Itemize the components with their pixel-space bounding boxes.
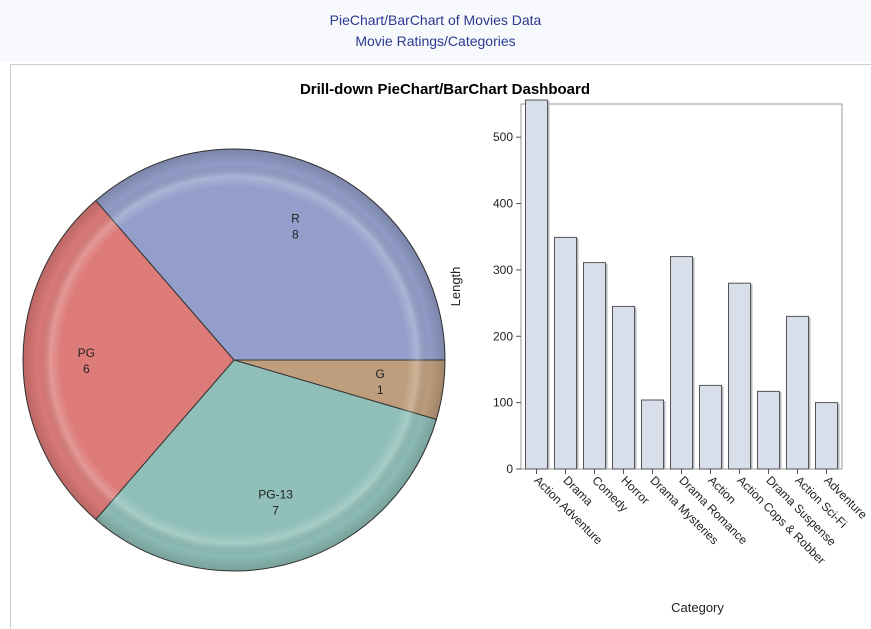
y-tick-label: 100 bbox=[493, 396, 513, 410]
report-subtitle: Movie Ratings/Categories bbox=[355, 33, 516, 49]
bar-adventure[interactable] bbox=[815, 402, 838, 470]
bar-drama[interactable] bbox=[554, 236, 577, 470]
report-header: PieChart/BarChart of Movies Data Movie R… bbox=[0, 0, 871, 62]
x-axis-label: Category bbox=[671, 600, 724, 615]
y-tick-label: 500 bbox=[493, 130, 513, 144]
pie-label-pg: PG bbox=[78, 346, 95, 360]
bar-horror[interactable] bbox=[612, 305, 635, 470]
pie-label-g: G bbox=[376, 367, 385, 381]
pie-value-g: 1 bbox=[377, 383, 384, 397]
bar-drama-suspense[interactable] bbox=[757, 390, 780, 470]
y-tick-label: 0 bbox=[506, 462, 513, 476]
bar-drama-romance[interactable] bbox=[670, 256, 693, 470]
pie-value-pg: 6 bbox=[83, 362, 90, 376]
bar-comedy[interactable] bbox=[583, 262, 606, 470]
report-title: PieChart/BarChart of Movies Data bbox=[329, 12, 542, 28]
y-tick-label: 200 bbox=[493, 329, 513, 343]
pie-label-pg-13: PG-13 bbox=[258, 488, 293, 502]
y-axis-label: Length bbox=[448, 267, 463, 307]
pie-chart: G 1 PG-13 7 PG 6 R 8 bbox=[22, 148, 446, 572]
bar-drama-mysteries[interactable] bbox=[641, 399, 664, 470]
bar-action-cops-robber[interactable] bbox=[728, 282, 751, 470]
dashboard-title: Drill-down PieChart/BarChart Dashboard bbox=[300, 81, 590, 98]
pie-value-r: 8 bbox=[292, 228, 299, 242]
bar-action[interactable] bbox=[699, 384, 722, 470]
y-tick-label: 400 bbox=[493, 197, 513, 211]
pie-value-pg-13: 7 bbox=[272, 504, 279, 518]
pie-label-r: R bbox=[291, 212, 300, 226]
bar-action-adventure[interactable] bbox=[525, 99, 548, 470]
y-tick-label: 300 bbox=[493, 263, 513, 277]
bar-action-sci-fi[interactable] bbox=[786, 315, 809, 470]
